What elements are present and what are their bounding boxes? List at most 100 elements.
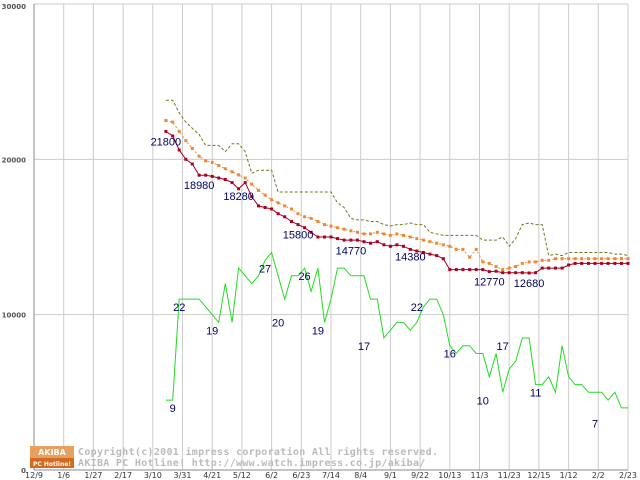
avg-price-point: [441, 243, 445, 247]
min-price-point: [468, 268, 472, 272]
avg-price-point: [369, 232, 372, 236]
avg-price-point: [587, 257, 590, 261]
x-tick-label: 8/4: [354, 471, 367, 480]
avg-price-point: [316, 220, 320, 223]
min-price-point: [580, 261, 584, 265]
avg-price-point: [620, 257, 623, 261]
min-price-point: [606, 261, 610, 265]
y-axis-ticks: 30000 20000 10000 0: [2, 3, 26, 475]
akiba-pc-hotline-logo: AKIBA PC Hotline!: [30, 446, 74, 468]
min-price-point: [620, 261, 623, 265]
data-labels: 21800 18980 18280 15800 14770 14380 12770 12680…: [151, 136, 599, 430]
price-data-label: 15800: [283, 230, 314, 242]
avg-price-point: [290, 207, 293, 211]
x-tick-label: 2/2: [592, 471, 605, 480]
avg-price-point: [402, 233, 405, 237]
count-data-label: 19: [312, 325, 324, 337]
min-price-point: [514, 271, 518, 275]
y-tick-label: 30000: [2, 3, 26, 11]
min-price-point: [441, 257, 445, 261]
min-price-point: [435, 254, 439, 258]
avg-price-point: [613, 257, 617, 261]
min-price-point: [316, 235, 320, 239]
price-data-label: 14770: [336, 246, 367, 258]
shop-count-line: [165, 251, 628, 409]
min-price-point: [560, 266, 564, 270]
avg-price-point: [428, 240, 432, 244]
min-price-point: [487, 270, 491, 274]
count-data-label: 22: [173, 302, 185, 314]
avg-price-point: [567, 257, 571, 261]
chart-grid: [33, 3, 629, 471]
x-tick-label: 11/23: [498, 471, 521, 480]
min-price-point: [593, 261, 597, 265]
avg-price-point: [197, 154, 201, 158]
price-data-label: 21800: [151, 136, 182, 148]
min-price-point: [355, 238, 359, 242]
avg-price-point: [184, 139, 188, 143]
avg-price-point: [606, 257, 610, 261]
x-tick-label: 3/10: [144, 471, 162, 480]
min-price-point: [263, 206, 267, 209]
min-price-point: [243, 181, 247, 185]
min-price-point: [395, 243, 399, 247]
min-price-point: [573, 261, 577, 265]
min-price-point: [600, 261, 604, 265]
max-price-line: [165, 99, 629, 257]
min-price-point: [171, 134, 175, 138]
count-data-label: 16: [444, 349, 456, 361]
min-price-point: [250, 195, 254, 199]
min-price-point: [481, 268, 485, 272]
x-tick-label: 3/31: [174, 471, 192, 480]
avg-price-point: [494, 265, 498, 268]
min-price-point: [177, 148, 181, 152]
x-tick-label: 10/13: [438, 471, 461, 480]
min-price-point: [270, 207, 274, 211]
min-price-point: [474, 268, 478, 272]
min-price-point: [323, 235, 326, 239]
chart-series: [164, 99, 630, 409]
y-tick-label: 0: [21, 467, 26, 475]
min-price-point: [421, 251, 425, 254]
min-price-point: [415, 249, 419, 253]
x-tick-label: 6/23: [292, 471, 310, 480]
price-data-label: 12770: [474, 277, 505, 289]
min-price-point: [190, 162, 194, 166]
avg-price-point: [507, 266, 511, 270]
min-price-point: [336, 237, 339, 241]
count-data-label: 27: [259, 263, 271, 275]
avg-price-point: [237, 173, 241, 177]
avg-price-point: [375, 230, 379, 234]
min-price-point: [448, 268, 452, 272]
x-tick-label: 7/14: [322, 471, 340, 480]
min-price-point: [290, 220, 293, 223]
min-price-point: [626, 261, 630, 265]
x-tick-label: 6/2: [265, 471, 278, 480]
copyright-line-1: Copyright(c)2001 impress corporation All…: [78, 446, 438, 458]
avg-price-point: [501, 268, 505, 272]
avg-price-point: [468, 255, 472, 259]
avg-price-point: [415, 237, 419, 241]
x-tick-label: 1/27: [84, 471, 102, 480]
avg-price-point: [474, 247, 478, 251]
avg-price-point: [514, 265, 518, 268]
min-price-point: [217, 176, 221, 180]
price-data-label: 18280: [223, 191, 254, 203]
min-price-point: [454, 268, 458, 272]
min-price-point: [283, 215, 287, 219]
avg-price-point: [626, 257, 630, 261]
x-tick-label: 5/12: [233, 471, 251, 480]
min-price-point: [362, 240, 366, 244]
avg-price-point: [171, 120, 175, 124]
avg-price-point: [230, 170, 234, 174]
x-tick-label: 12/9: [25, 471, 43, 480]
avg-price-point: [580, 257, 584, 261]
avg-price-point: [362, 232, 366, 236]
min-price-point: [257, 204, 260, 208]
avg-price-point: [355, 230, 359, 234]
min-price-point: [494, 269, 498, 273]
min-price-point: [587, 261, 590, 265]
avg-price-point: [243, 176, 247, 180]
min-price-point: [613, 261, 617, 265]
price-data-label: 18980: [184, 180, 215, 192]
